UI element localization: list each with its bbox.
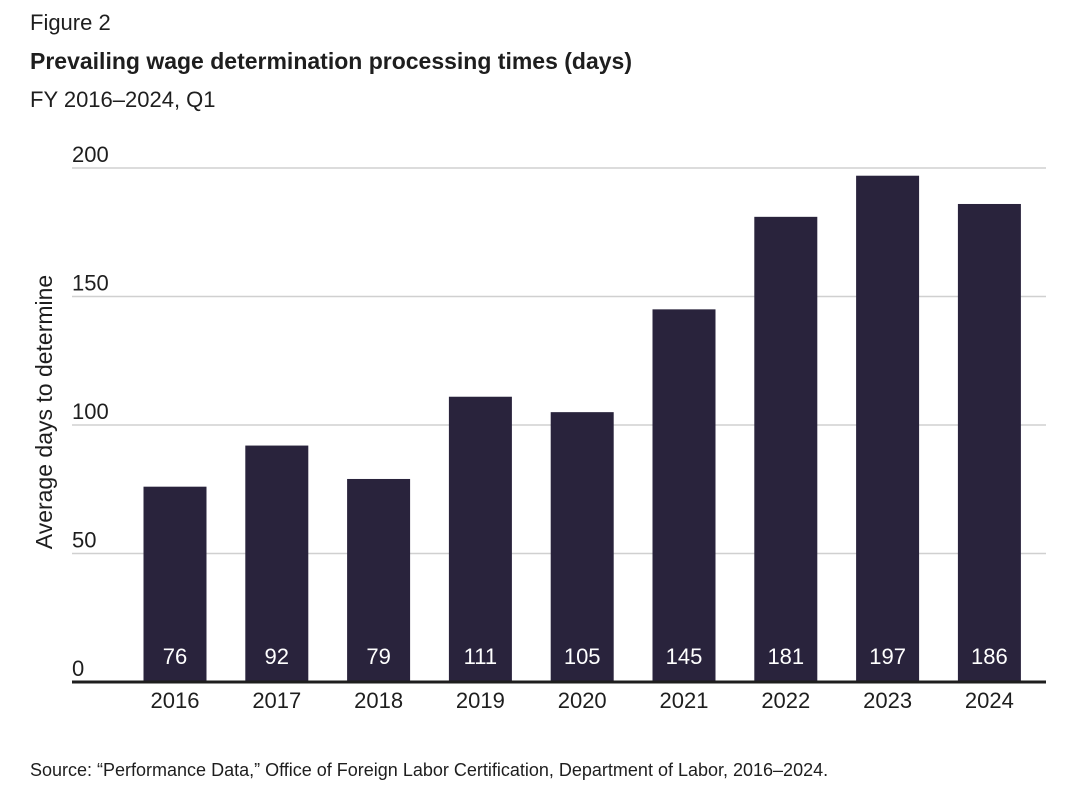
chart-title: Prevailing wage determination processing… — [30, 48, 633, 74]
bar — [245, 445, 309, 682]
source-note: Source: “Performance Data,” Office of Fo… — [30, 760, 829, 780]
bar — [550, 412, 614, 682]
figure-label: Figure 2 — [30, 10, 111, 35]
bar-value-label: 76 — [163, 644, 187, 669]
bar — [856, 175, 920, 682]
bar — [448, 396, 512, 682]
y-tick-label: 100 — [72, 399, 109, 424]
x-axis-ticks: 2016 2017 2018 2019 2020 2021 2022 2023 2024 — [151, 688, 1014, 713]
x-tick-label: 2020 — [558, 688, 607, 713]
bar-value-label: 105 — [564, 644, 601, 669]
bar-value-label: 181 — [767, 644, 804, 669]
bar-value-label: 111 — [464, 644, 497, 669]
bar-value-label: 145 — [666, 644, 703, 669]
x-tick-label: 2019 — [456, 688, 505, 713]
bar-value-label: 92 — [265, 644, 289, 669]
x-tick-label: 2018 — [354, 688, 403, 713]
bar — [347, 478, 411, 682]
bar — [652, 309, 716, 682]
y-axis-label: Average days to determine — [31, 275, 57, 549]
x-tick-label: 2024 — [965, 688, 1014, 713]
x-tick-label: 2021 — [660, 688, 709, 713]
y-tick-label: 0 — [72, 656, 84, 681]
x-tick-label: 2017 — [252, 688, 301, 713]
bars: 76 92 79 111 105 145 181 197 186 — [143, 175, 1021, 683]
bar-value-label: 197 — [869, 644, 906, 669]
x-tick-label: 2023 — [863, 688, 912, 713]
chart-subtitle: FY 2016–2024, Q1 — [30, 87, 216, 112]
x-tick-label: 2022 — [761, 688, 810, 713]
y-axis-ticks: 0 50 100 150 200 — [72, 142, 109, 681]
bar-value-label: 79 — [366, 644, 390, 669]
y-tick-label: 150 — [72, 271, 109, 296]
bar — [754, 216, 818, 682]
y-tick-label: 50 — [72, 528, 96, 553]
bar — [143, 486, 207, 682]
x-tick-label: 2016 — [151, 688, 200, 713]
bar-value-label: 186 — [971, 644, 1008, 669]
bar — [957, 203, 1021, 683]
y-tick-label: 200 — [72, 142, 109, 167]
